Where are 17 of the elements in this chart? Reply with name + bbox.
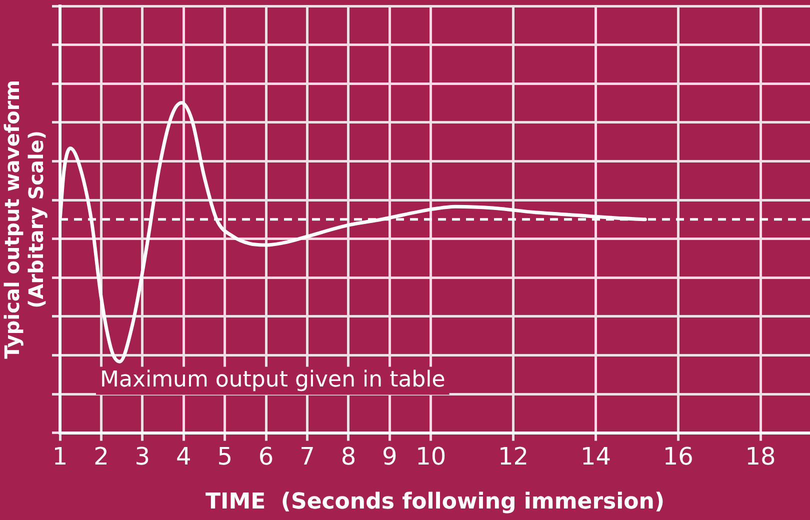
- x-tick-label: 12: [498, 442, 529, 470]
- x-tick-label: 18: [745, 442, 776, 470]
- y-axis-title: Typical output waveform (Arbitary Scale): [0, 80, 48, 359]
- x-tick-label: 3: [134, 442, 150, 470]
- x-tick-label: 14: [580, 442, 611, 470]
- x-tick-label: 2: [94, 442, 109, 470]
- x-axis-title: TIME (Seconds following immersion): [205, 490, 665, 515]
- x-tick-label: 1: [52, 442, 68, 470]
- x-tick-label: 5: [217, 442, 232, 470]
- x-tick-label: 16: [662, 442, 694, 470]
- x-tick-label: 8: [340, 442, 356, 470]
- x-tick-label: 10: [416, 442, 446, 470]
- x-tick-label: 6: [258, 442, 274, 470]
- x-tick-label: 9: [382, 442, 398, 470]
- text: Maximum output given in table: [100, 368, 446, 393]
- x-tick-label: 4: [176, 442, 192, 470]
- x-tick-label: 7: [300, 442, 315, 470]
